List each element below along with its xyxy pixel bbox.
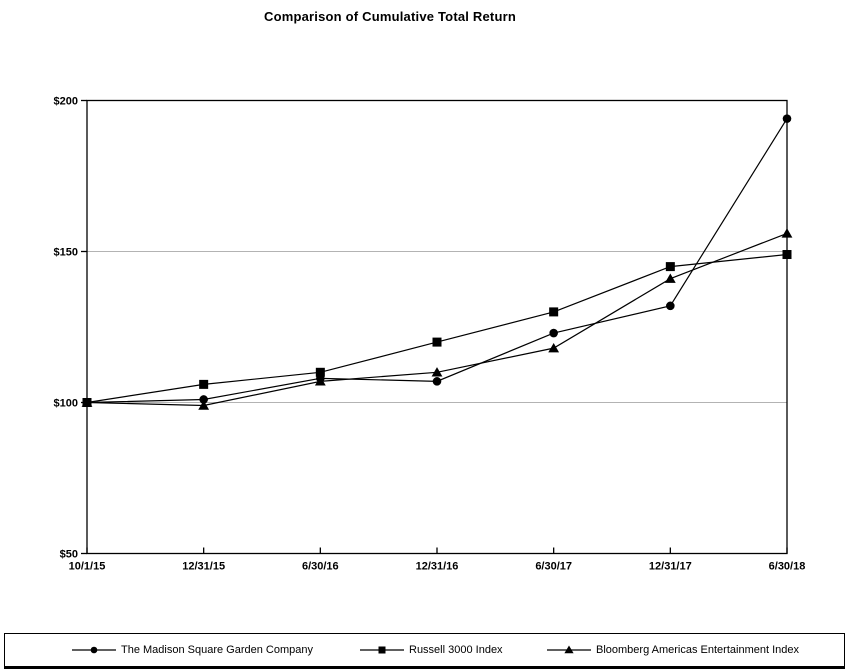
y-axis-tick-label: $200 — [54, 96, 78, 108]
y-axis-tick-label: $150 — [54, 247, 78, 259]
data-point-triangle — [548, 342, 560, 353]
x-axis-tick-label: 6/30/17 — [535, 561, 572, 573]
data-point-square — [665, 262, 675, 272]
data-point-circle — [432, 377, 442, 386]
y-axis-tick-label: $50 — [60, 549, 78, 561]
data-point-triangle — [781, 228, 793, 238]
plot-border — [86, 99, 788, 555]
legend-item-russell-3000: Russell 3000 Index — [359, 644, 503, 656]
x-axis-tick-label: 6/30/18 — [769, 561, 806, 573]
plot-area: $50 $100 $150 $200 10/1/15 12/31/15 6/30/16 12/… — [54, 96, 806, 573]
data-point-square — [315, 367, 325, 377]
data-point-circle — [199, 395, 208, 404]
chart-title: Comparison of Cumulative Total Return — [263, 9, 516, 24]
legend-label-madison-square-garden: The Madison Square Garden Company — [121, 644, 313, 656]
data-point-triangle — [314, 376, 326, 386]
x-axis-tick-label: 12/31/15 — [182, 561, 225, 573]
x-axis-tick-label: 6/30/16 — [302, 561, 339, 573]
data-point-square — [199, 379, 209, 389]
data-point-circle — [782, 114, 792, 123]
legend-label-bloomberg-americas-entertainment: Bloomberg Americas Entertainment Index — [596, 644, 799, 656]
legend-item-bloomberg-americas-entertainment: Bloomberg Americas Entertainment Index — [546, 644, 799, 656]
legend-item-madison-square-garden: The Madison Square Garden Company — [71, 644, 313, 656]
legend: The Madison Square Garden Company Russel… — [4, 633, 845, 669]
data-point-triangle — [664, 273, 676, 283]
data-point-square — [549, 307, 559, 317]
data-point-circle — [549, 328, 558, 338]
circle-marker-icon — [72, 646, 116, 654]
x-axis-tick-label: 12/31/17 — [649, 561, 692, 573]
square-marker-icon — [360, 646, 404, 654]
y-axis-tick-label: $100 — [54, 398, 78, 410]
data-point-square — [82, 398, 92, 407]
series-line-circle — [86, 118, 788, 404]
data-point-square — [432, 337, 442, 347]
triangle-marker-icon — [547, 645, 591, 654]
x-axis-tick-label: 10/1/15 — [69, 561, 106, 573]
data-point-triangle — [198, 400, 210, 410]
data-point-square — [782, 250, 792, 260]
legend-label-russell-3000: Russell 3000 Index — [409, 644, 503, 656]
x-axis-tick-label: 12/31/16 — [416, 561, 459, 573]
data-point-triangle — [431, 367, 443, 377]
data-point-circle — [666, 301, 675, 311]
